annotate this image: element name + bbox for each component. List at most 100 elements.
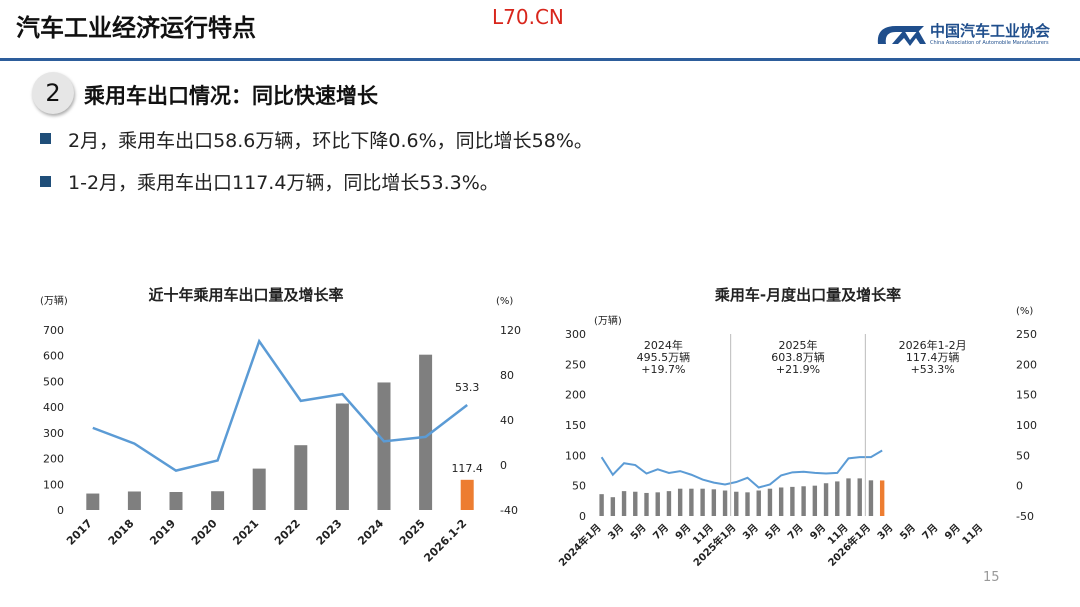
annotation-text: +53.3% bbox=[911, 363, 955, 376]
data-label: 117.4 bbox=[451, 462, 483, 475]
x-tick-label: 7月 bbox=[920, 522, 940, 542]
bullet-text-2: 1-2月，乘用车出口117.4万辆，同比增长53.3%。 bbox=[68, 172, 499, 194]
bar bbox=[835, 481, 840, 516]
y-axis-label: (万辆) bbox=[594, 314, 622, 327]
bar bbox=[823, 483, 829, 516]
y2-axis-label: (%) bbox=[1016, 306, 1033, 317]
bullet-text-1: 2月，乘用车出口58.6万辆，环比下降0.6%，同比增长58%。 bbox=[68, 130, 593, 152]
bullet-marker bbox=[40, 176, 51, 187]
bar bbox=[767, 488, 773, 516]
y-tick-label: 0 bbox=[57, 504, 64, 517]
bar bbox=[689, 488, 694, 516]
x-tick-label: 2018 bbox=[106, 517, 137, 548]
y-tick-label: 500 bbox=[43, 375, 64, 388]
y-tick-label: 200 bbox=[565, 389, 586, 402]
x-tick-label: 11月 bbox=[960, 522, 985, 547]
y2-tick-label: 100 bbox=[1016, 419, 1037, 432]
x-tick-label: 2024 bbox=[355, 517, 386, 548]
source-watermark: L70.CN bbox=[492, 5, 564, 29]
x-tick-label: 5月 bbox=[763, 522, 783, 542]
annotation-text: +21.9% bbox=[776, 363, 820, 376]
bar bbox=[846, 478, 851, 516]
bar bbox=[700, 488, 705, 516]
bar bbox=[169, 492, 183, 510]
y2-tick-label: -50 bbox=[1016, 510, 1034, 523]
bar bbox=[211, 491, 225, 510]
annotation-text: 2025年 bbox=[779, 338, 818, 352]
bar bbox=[621, 491, 627, 516]
bar bbox=[879, 480, 885, 516]
y2-tick-label: 120 bbox=[500, 324, 521, 337]
y2-tick-label: 80 bbox=[500, 369, 514, 382]
x-tick-label: 2023 bbox=[314, 517, 345, 548]
y2-tick-label: 50 bbox=[1016, 449, 1030, 462]
y-tick-label: 150 bbox=[565, 419, 586, 432]
bar bbox=[419, 354, 433, 510]
bar bbox=[801, 486, 806, 516]
bar bbox=[460, 479, 474, 510]
y2-tick-label: 150 bbox=[1016, 389, 1037, 402]
annotation-text: 2026年1-2月 bbox=[899, 338, 967, 352]
page-title: 汽车工业经济运行特点 bbox=[16, 14, 256, 42]
y2-axis-label: (%) bbox=[496, 296, 513, 307]
y-tick-label: 600 bbox=[43, 350, 64, 363]
x-tick-label: 2021 bbox=[230, 517, 261, 548]
y2-tick-label: -40 bbox=[500, 504, 518, 517]
bar bbox=[294, 445, 308, 510]
bar bbox=[335, 403, 349, 510]
bar bbox=[377, 382, 391, 510]
annotation-text: 2024年 bbox=[644, 338, 683, 352]
caam-logo bbox=[877, 26, 926, 46]
annotation-text: 495.5万辆 bbox=[637, 350, 691, 364]
bar bbox=[677, 488, 683, 516]
x-tick-label: 2019 bbox=[147, 517, 178, 548]
y-tick-label: 300 bbox=[565, 328, 586, 341]
y-tick-label: 400 bbox=[43, 401, 64, 414]
data-label: 53.3 bbox=[455, 381, 480, 394]
chart-title: 乘用车-月度出口量及增长率 bbox=[714, 286, 901, 304]
caam-logo-mark-icon bbox=[877, 26, 924, 44]
y-axis-label: (万辆) bbox=[40, 294, 68, 307]
section-title: 乘用车出口情况：同比快速增长 bbox=[84, 84, 378, 108]
logo-name-cn: 中国汽车工业协会 bbox=[930, 22, 1051, 40]
bar bbox=[666, 491, 672, 516]
bar bbox=[868, 480, 874, 516]
x-tick-label: 2024年1月 bbox=[556, 521, 604, 569]
bar bbox=[644, 492, 649, 516]
annual-export-chart: 近十年乘用车出口量及增长率(万辆) (%)01002003004005006007… bbox=[40, 286, 521, 565]
growth-line bbox=[92, 338, 468, 472]
y-tick-label: 250 bbox=[565, 358, 586, 371]
y2-tick-label: 250 bbox=[1016, 328, 1037, 341]
bar bbox=[252, 468, 266, 510]
section-number-badge: 2 bbox=[32, 72, 74, 114]
bar bbox=[610, 497, 616, 516]
annotation-text: 117.4万辆 bbox=[906, 350, 960, 364]
x-tick-label: 5月 bbox=[897, 522, 917, 542]
y2-tick-label: 40 bbox=[500, 414, 514, 427]
x-tick-label: 2022 bbox=[272, 517, 303, 548]
bar bbox=[127, 491, 141, 510]
y-tick-label: 300 bbox=[43, 427, 64, 440]
y-tick-label: 100 bbox=[43, 478, 64, 491]
x-tick-label: 2026.1-2 bbox=[421, 517, 469, 565]
bar bbox=[812, 485, 818, 516]
y2-tick-label: 0 bbox=[1016, 480, 1023, 493]
x-tick-label: 7月 bbox=[651, 522, 671, 542]
y-tick-label: 50 bbox=[572, 480, 586, 493]
x-tick-label: 3月 bbox=[875, 522, 895, 542]
y2-tick-label: 200 bbox=[1016, 358, 1037, 371]
x-tick-label: 3月 bbox=[606, 522, 626, 542]
y-tick-label: 200 bbox=[43, 453, 64, 466]
chart-title: 近十年乘用车出口量及增长率 bbox=[148, 286, 343, 304]
x-tick-label: 7月 bbox=[785, 522, 805, 542]
logo-name-en: China Association of Automobile Manufact… bbox=[930, 40, 1049, 46]
y-tick-label: 100 bbox=[565, 449, 586, 462]
bar bbox=[745, 492, 750, 516]
bar bbox=[655, 492, 660, 516]
bar bbox=[711, 489, 717, 516]
bar bbox=[857, 478, 862, 516]
growth-line bbox=[600, 449, 883, 489]
y-tick-label: 0 bbox=[579, 510, 586, 523]
x-tick-label: 5月 bbox=[628, 522, 648, 542]
bar bbox=[778, 487, 784, 516]
